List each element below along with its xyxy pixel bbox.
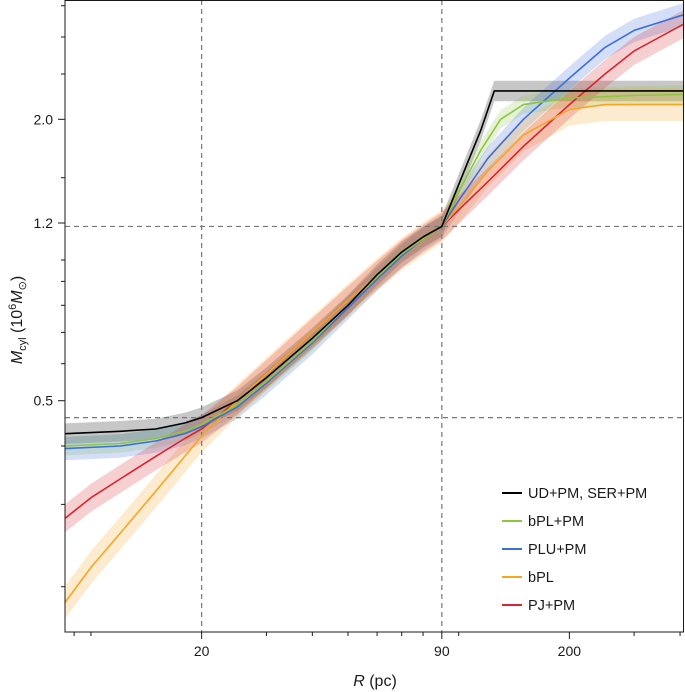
band-1 (65, 85, 684, 456)
series-lines (65, 13, 684, 603)
axis-labels: R (pc) Mcyl (106M⊙) (7, 276, 397, 690)
series-line-2 (65, 13, 684, 450)
y-tick-label-2: 2.0 (34, 111, 54, 127)
legend-label-3: bPL (528, 570, 554, 586)
plot-frame (64, 0, 684, 633)
band-4 (65, 9, 684, 533)
x-axis-label: R (pc) (353, 673, 397, 690)
legend-label-1: bPL+PM (528, 514, 584, 530)
axes (58, 0, 684, 639)
series-line-0 (65, 90, 684, 435)
uncertainty-bands (65, 2, 684, 619)
x-tick-label-1: 90 (434, 643, 450, 659)
reference-lines (65, 0, 684, 632)
legend-label-0: UD+PM, SER+PM (528, 486, 647, 502)
x-tick-label-0: 20 (194, 643, 210, 659)
series-line-3 (65, 103, 684, 603)
legend-label-2: PLU+PM (528, 542, 586, 558)
tick-labels: 20 90 200 0.5 1.2 2.0 (34, 111, 582, 659)
y-axis-label: Mcyl (106M⊙) (7, 276, 29, 364)
y-tick-label-0: 0.5 (34, 393, 54, 409)
band-2 (65, 2, 684, 461)
x-tick-label-2: 200 (558, 643, 582, 659)
legend-label-4: PJ+PM (528, 598, 575, 614)
legend: UD+PM, SER+PM bPL+PM PLU+PM bPL PJ+PM (502, 486, 647, 614)
y-tick-label-1: 1.2 (34, 215, 54, 231)
series-line-1 (65, 93, 684, 447)
band-3 (65, 88, 684, 619)
